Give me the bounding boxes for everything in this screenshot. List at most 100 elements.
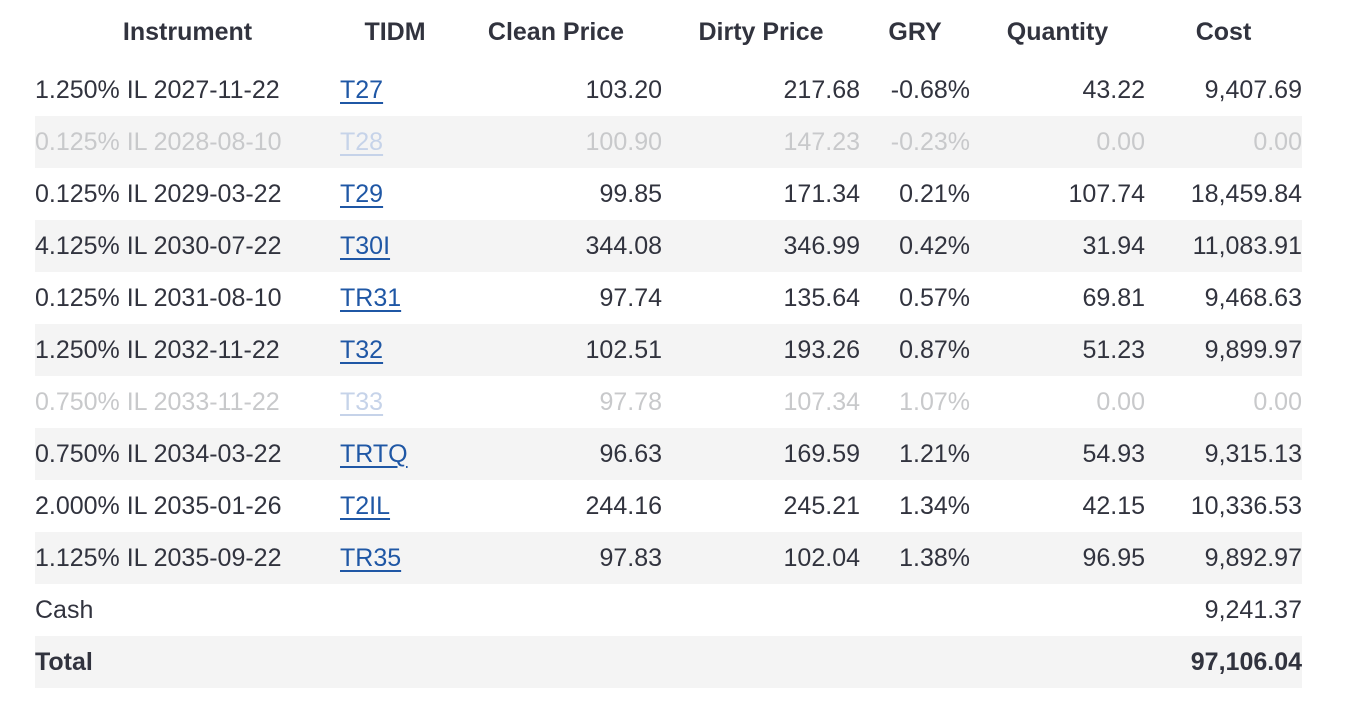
total-label: Total [35, 647, 93, 676]
cell-instrument: 0.125% IL 2028-08-10 [35, 127, 282, 156]
table-row: 1.250% IL 2032-11-22 T32 102.51 193.26 0.87%… [35, 324, 1302, 376]
cell-cost: 18,459.84 [1190, 179, 1302, 208]
cell-clean-price: 97.83 [599, 543, 662, 572]
cell-quantity: 42.15 [1082, 491, 1145, 520]
cell-clean-price: 102.51 [585, 335, 662, 364]
tidm-link[interactable]: T33 [340, 387, 384, 416]
cell-instrument: 4.125% IL 2030-07-22 [35, 231, 282, 260]
cell-gry: 1.38% [899, 543, 970, 572]
cell-tidm: TR31 [340, 272, 450, 324]
cash-cost: 9,241.37 [1204, 595, 1302, 624]
cell-quantity: 107.74 [1068, 179, 1145, 208]
cell-dirty-price: 346.99 [783, 231, 860, 260]
tidm-link[interactable]: TRTQ [340, 439, 408, 468]
cell-clean-price: 97.74 [599, 283, 662, 312]
cell-dirty-price: 147.23 [783, 127, 860, 156]
table-row: 4.125% IL 2030-07-22 T30I 344.08 346.99 0.42… [35, 220, 1302, 272]
cell-tidm: T27 [340, 64, 450, 116]
tidm-link[interactable]: T28 [340, 127, 384, 156]
cell-dirty-price: 169.59 [783, 439, 860, 468]
cell-gry: 1.21% [899, 439, 970, 468]
cell-quantity: 51.23 [1082, 335, 1145, 364]
column-header-instrument: Instrument [122, 17, 253, 46]
cell-cost: 9,468.63 [1204, 283, 1302, 312]
cell-dirty-price: 107.34 [783, 387, 860, 416]
cell-cost: 0.00 [1253, 387, 1302, 416]
cell-cost: 9,892.97 [1204, 543, 1302, 572]
cell-gry: 0.87% [899, 335, 970, 364]
cell-instrument: 0.750% IL 2033-11-22 [35, 387, 280, 416]
cell-cost: 0.00 [1253, 127, 1302, 156]
tidm-link[interactable]: T32 [340, 335, 384, 364]
table-row: 1.250% IL 2027-11-22 T27 103.20 217.68 -0.68… [35, 64, 1302, 116]
cell-instrument: 0.125% IL 2029-03-22 [35, 179, 282, 208]
column-header-cost: Cost [1195, 17, 1252, 46]
tidm-link[interactable]: TR31 [340, 283, 402, 312]
tidm-link[interactable]: T30I [340, 231, 391, 260]
cash-row: Cash 9,241.37 [35, 584, 1302, 636]
table-row: 0.750% IL 2034-03-22 TRTQ 96.63 169.59 1.21%… [35, 428, 1302, 480]
cell-clean-price: 244.16 [585, 491, 662, 520]
cell-quantity: 69.81 [1082, 283, 1145, 312]
cell-clean-price: 344.08 [585, 231, 662, 260]
cell-tidm: T30I [340, 220, 450, 272]
column-header-quantity: Quantity [1006, 17, 1109, 46]
cell-dirty-price: 193.26 [783, 335, 860, 364]
tidm-link[interactable]: TR35 [340, 543, 402, 572]
table-row: 0.125% IL 2028-08-10 T28 100.90 147.23 -0.23… [35, 116, 1302, 168]
table-row: 1.125% IL 2035-09-22 TR35 97.83 102.04 1.38%… [35, 532, 1302, 584]
cell-quantity: 0.00 [1096, 127, 1145, 156]
cell-cost: 9,315.13 [1204, 439, 1302, 468]
cell-tidm: T32 [340, 324, 450, 376]
table-row: 0.750% IL 2033-11-22 T33 97.78 107.34 1.07% 0… [35, 376, 1302, 428]
tidm-link[interactable]: T29 [340, 179, 384, 208]
cell-dirty-price: 102.04 [783, 543, 860, 572]
cell-gry: -0.23% [890, 127, 970, 156]
cell-clean-price: 103.20 [585, 75, 662, 104]
cell-dirty-price: 171.34 [783, 179, 860, 208]
cell-gry: 1.34% [899, 491, 970, 520]
cell-instrument: 2.000% IL 2035-01-26 [35, 491, 282, 520]
tidm-link[interactable]: T27 [340, 75, 384, 104]
cell-clean-price: 100.90 [585, 127, 662, 156]
cell-tidm: T28 [340, 116, 450, 168]
column-header-tidm: TIDM [364, 17, 426, 46]
cell-instrument: 0.125% IL 2031-08-10 [35, 283, 282, 312]
cell-quantity: 43.22 [1082, 75, 1145, 104]
cell-instrument: 1.250% IL 2027-11-22 [35, 75, 280, 104]
total-row: Total 97,106.04 [35, 636, 1302, 688]
cell-quantity: 54.93 [1082, 439, 1145, 468]
cell-tidm: T33 [340, 376, 450, 428]
tidm-link[interactable]: T2IL [340, 491, 391, 520]
cell-cost: 9,407.69 [1204, 75, 1302, 104]
cell-instrument: 1.125% IL 2035-09-22 [35, 543, 282, 572]
column-header-gry: GRY [888, 17, 942, 46]
cell-gry: 0.21% [899, 179, 970, 208]
cell-tidm: T29 [340, 168, 450, 220]
header-row: Instrument TIDM Clean Price Dirty Price … [35, 0, 1302, 64]
cell-gry: 1.07% [899, 387, 970, 416]
cell-gry: 0.42% [899, 231, 970, 260]
column-header-clean-price: Clean Price [487, 17, 625, 46]
table-row: 0.125% IL 2031-08-10 TR31 97.74 135.64 0.57%… [35, 272, 1302, 324]
cell-dirty-price: 135.64 [783, 283, 860, 312]
column-header-dirty-price: Dirty Price [698, 17, 824, 46]
holdings-table: Instrument TIDM Clean Price Dirty Price … [35, 0, 1302, 688]
cell-tidm: TR35 [340, 532, 450, 584]
cell-tidm: TRTQ [340, 428, 450, 480]
table-row: 2.000% IL 2035-01-26 T2IL 244.16 245.21 1.34… [35, 480, 1302, 532]
cell-cost: 11,083.91 [1192, 231, 1302, 260]
cell-clean-price: 97.78 [599, 387, 662, 416]
cash-label: Cash [35, 595, 94, 624]
cell-clean-price: 99.85 [599, 179, 662, 208]
cell-dirty-price: 245.21 [783, 491, 860, 520]
cell-gry: -0.68% [890, 75, 970, 104]
table-body: 1.250% IL 2027-11-22 T27 103.20 217.68 -0.68… [35, 64, 1302, 688]
cell-clean-price: 96.63 [599, 439, 662, 468]
cell-tidm: T2IL [340, 480, 450, 532]
total-cost: 97,106.04 [1190, 647, 1302, 676]
cell-instrument: 0.750% IL 2034-03-22 [35, 439, 282, 468]
cell-quantity: 96.95 [1082, 543, 1145, 572]
cell-instrument: 1.250% IL 2032-11-22 [35, 335, 280, 364]
cell-cost: 9,899.97 [1204, 335, 1302, 364]
